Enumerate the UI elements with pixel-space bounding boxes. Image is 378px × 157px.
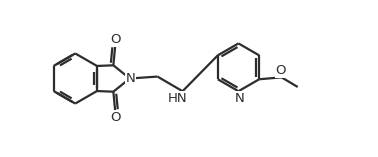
Text: N: N (125, 72, 135, 85)
Text: O: O (276, 64, 286, 77)
Text: O: O (110, 33, 121, 46)
Text: HN: HN (168, 92, 188, 105)
Text: O: O (110, 111, 121, 124)
Text: N: N (234, 92, 244, 105)
